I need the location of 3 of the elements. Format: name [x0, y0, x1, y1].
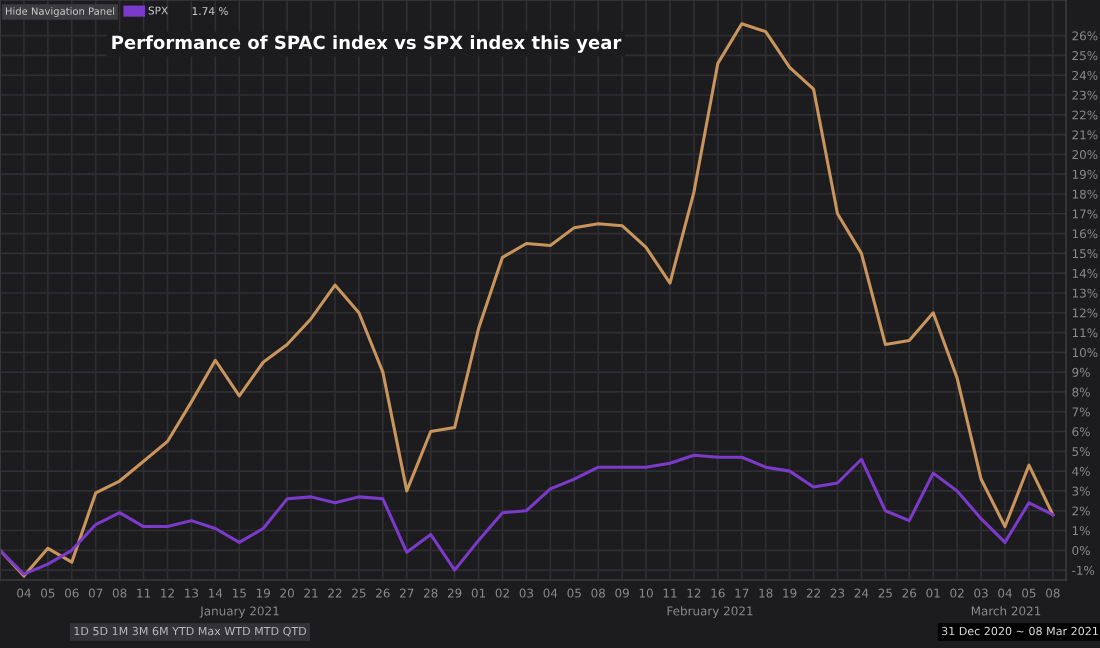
text: Performance of SPAC index vs SPX index this year [112, 35, 622, 53]
line-series [0, 453, 1055, 576]
line-series [0, 22, 1055, 578]
